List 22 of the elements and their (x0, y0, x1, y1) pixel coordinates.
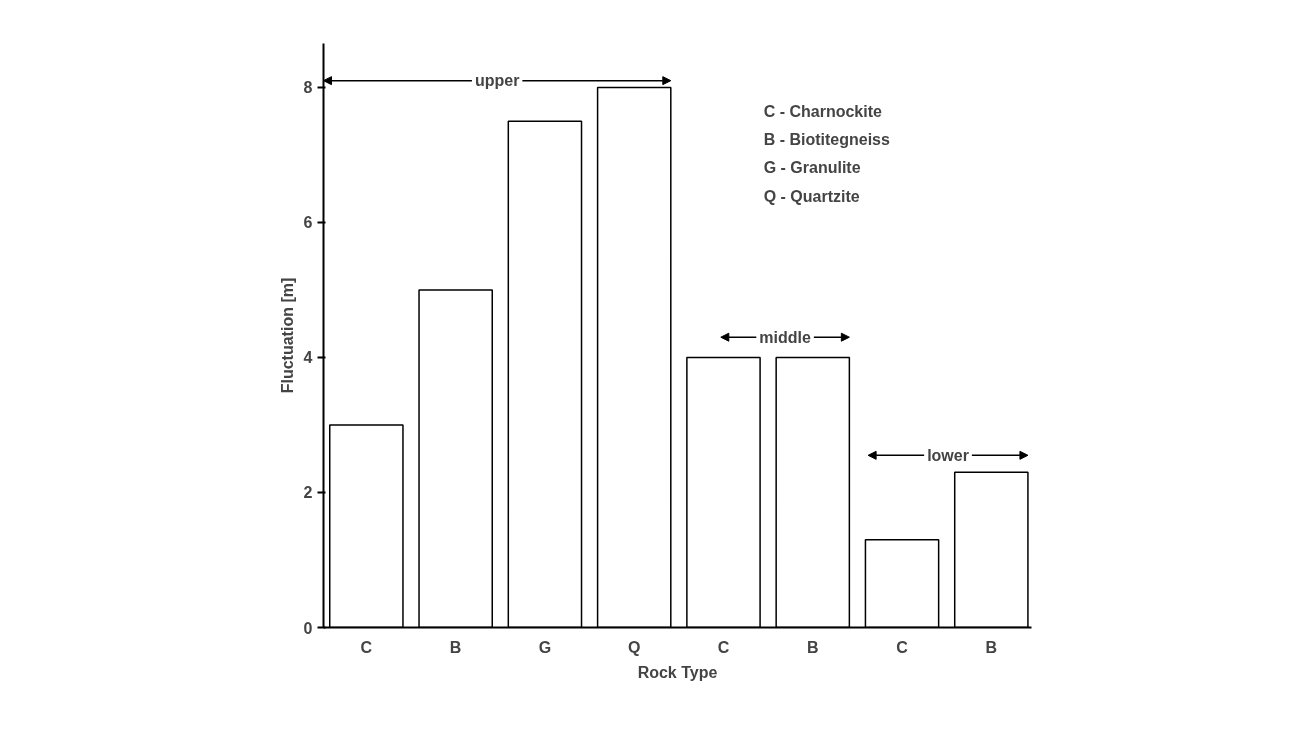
annotation: Q - Quartzite (763, 187, 860, 205)
y-tick-label: 6 (303, 214, 313, 232)
annotation: middle (759, 328, 811, 346)
x-tick-label: B (985, 638, 998, 656)
x-tick-label: B (806, 638, 819, 656)
x-tick-label: C (360, 638, 373, 656)
annotation: B - Biotitegneiss (763, 130, 890, 148)
annotation: lower (927, 446, 969, 464)
annotation: C - Charnockite (763, 102, 882, 120)
y-axis-title: Fluctuation [m] (278, 277, 296, 394)
y-tick-label: 8 (303, 79, 313, 97)
x-tick-label: C (896, 638, 909, 656)
x-tick-label: B (449, 638, 462, 656)
annotation: G - Granulite (763, 159, 861, 177)
x-tick-label: G (538, 638, 552, 656)
y-tick-label: 2 (303, 484, 313, 502)
x-tick-label: C (717, 638, 730, 656)
y-tick-label: 0 (303, 619, 313, 637)
y-tick-label: 4 (303, 349, 313, 367)
x-tick-label: Q (627, 638, 641, 656)
annotation: upper (474, 72, 520, 90)
x-axis-title: Rock Type (637, 663, 718, 681)
